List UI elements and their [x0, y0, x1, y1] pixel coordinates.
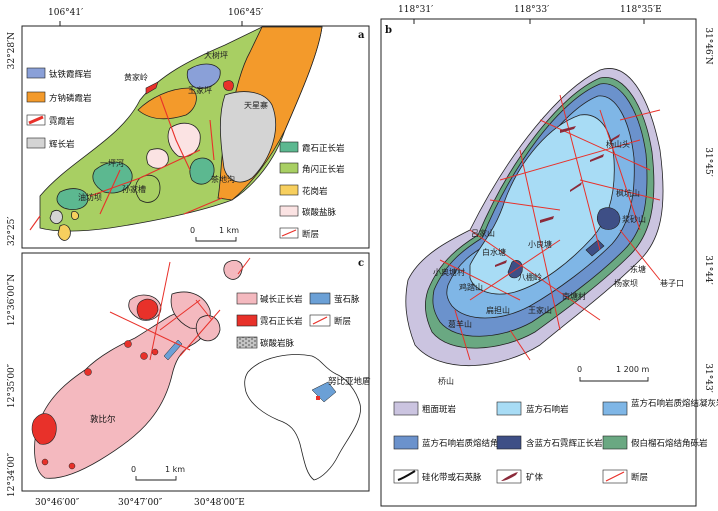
legend-b-1: 粗面斑岩: [422, 404, 457, 415]
place-qiaoshan: 桥山: [438, 376, 454, 386]
place-huangjialing: 黄家岭: [124, 72, 148, 82]
legend-a-4: 辉长岩: [49, 139, 75, 150]
legend-b-8: 矿体: [526, 472, 544, 483]
panel-a-lon-2: 106°45′: [228, 8, 263, 18]
legend-c-5: 碳酸岩脉: [260, 338, 295, 349]
panel-b-lat-1: 31°46′N: [703, 27, 713, 64]
panel-a-lat-2: 32°25′: [7, 217, 17, 246]
legend-b-2: 蓝方石响岩: [526, 404, 569, 415]
panel-c: 12°36′00″N 12°35′00″ 12°34′00″ 30°46′00″…: [7, 252, 371, 508]
panel-a-lon-1: 106°41′: [48, 8, 83, 18]
panel-b-lat-3: 31°44′: [703, 255, 713, 284]
legend-b-7: 硅化带或石英脉: [422, 472, 482, 483]
legend-a-9: 断层: [302, 229, 319, 240]
panel-a-legend-left: 钛铁霞辉岩 方钠磷霞岩 霓霞岩 辉长岩: [26, 67, 92, 150]
panel-a: 106°41′ 106°45′ 32°28′N 32°25′ a: [7, 8, 370, 249]
place-wangjiashan: 王家山: [528, 305, 552, 315]
scale-a-label: 1 km: [219, 226, 239, 235]
panel-b-lat-4: 31°43′: [703, 363, 713, 392]
panel-c-lon-3: 30°48′00″E: [194, 498, 245, 508]
panel-c-lat-2: 12°35′00″: [7, 363, 17, 408]
place-xiangzikou: 巷子口: [660, 279, 684, 288]
legend-b-3-text: 蓝方石响岩质熔结凝灰岩: [631, 398, 718, 409]
place-xiaoaotangcun: 小奥塘村: [433, 267, 465, 277]
legend-a-6: 角闪正长岩: [302, 164, 345, 175]
place-yipinghe: 一坪河: [100, 158, 124, 168]
legend-c-1: 碱长正长岩: [260, 294, 303, 305]
legend-c-3: 霓石正长岩: [260, 316, 303, 327]
place-dashuping: 大树坪: [204, 50, 228, 60]
place-lvjiashan: 吕家山: [471, 228, 495, 238]
place-dunbier: 敦比尔: [90, 414, 116, 425]
legend-b-9: 断层: [631, 472, 648, 483]
panel-c-scale-bar: 0 1 km: [131, 465, 185, 481]
legend-b-5: 含蓝方石霓辉正长岩: [526, 438, 603, 449]
scale-b-zero: 0: [577, 365, 582, 374]
legend-b-3: 蓝方石响岩质熔结凝灰岩: [631, 398, 718, 409]
panel-b-scale-bar: 0 1 200 m: [577, 365, 649, 382]
place-bapengling: 八棚岭: [518, 272, 542, 282]
legend-a-8: 碳酸盐脉: [302, 207, 337, 218]
panel-a-legend-right: 霞石正长岩 角闪正长岩 花岗岩 碳酸盐脉 断层: [279, 141, 345, 240]
place-youfangba: 油坊坝: [78, 192, 102, 202]
place-biandanshan: 扁担山: [486, 305, 510, 315]
place-chadigou: 茶地沟: [211, 174, 235, 184]
inset-nubian-shield: 努比亚地盾: [328, 376, 371, 387]
scale-c-label: 1 km: [165, 465, 185, 474]
place-sunjiacao: 孙家槽: [122, 184, 146, 194]
panel-b-lon-3: 118°35′E: [620, 5, 662, 15]
legend-a-3: 霓霞岩: [49, 116, 75, 127]
panel-b-lon-2: 118°33′: [514, 5, 549, 15]
panel-b-legend: 粗面斑岩 蓝方石响岩 蓝方石响岩质熔结凝灰岩 蓝方石响岩质熔结角砾岩 含蓝方石霓…: [393, 398, 718, 484]
panel-c-lat-3: 12°34′00″: [7, 452, 17, 497]
panel-c-lon-1: 30°46′00″: [35, 498, 80, 508]
panel-c-lat-1: 12°36′00″N: [7, 274, 17, 326]
place-geyangshan: 葛羊山: [448, 319, 472, 329]
panel-a-geology: [29, 26, 323, 241]
panel-b-place-labels: 杨山头 枫坑山 浆砂山 小良塘 吕家山 白水塘 小奥塘村 八棚岭 鸡踏山 东塘 …: [433, 139, 684, 386]
place-jiangshashan: 浆砂山: [622, 214, 646, 224]
legend-a-1: 钛铁霞辉岩: [49, 69, 92, 80]
legend-a-7: 花岗岩: [302, 186, 328, 197]
place-tianxingzhai: 天星寨: [244, 100, 268, 110]
place-baishuitang: 白水塘: [482, 247, 506, 257]
place-yangshantou: 杨山头: [606, 139, 630, 149]
panel-a-scale-bar: 0 1 km: [190, 226, 239, 242]
place-jitashan: 鸡踏山: [459, 282, 483, 292]
legend-b-6: 假白榴石熔结角砾岩: [631, 438, 708, 449]
panel-b-label: b: [385, 25, 392, 36]
scale-b-label: 1 200 m: [616, 365, 649, 374]
place-fengkengshan: 枫坑山: [616, 188, 640, 198]
legend-c-4: 断层: [334, 316, 351, 327]
place-nantangcun: 南塘村: [562, 291, 586, 301]
legend-a-5: 霞石正长岩: [302, 143, 345, 154]
place-xiaoliangtang: 小良塘: [528, 239, 552, 249]
place-wangjiaping: 王家坪: [188, 85, 212, 95]
legend-a-2: 方钠磷霞岩: [49, 93, 92, 104]
panel-c-lon-2: 30°47′00″: [118, 498, 163, 508]
scale-a-zero: 0: [190, 226, 195, 235]
legend-c-2: 萤石脉: [334, 294, 360, 305]
panel-c-label: c: [358, 258, 364, 269]
panel-a-label: a: [358, 30, 365, 41]
panel-b-lat-2: 31°45′: [703, 147, 713, 176]
panel-a-place-labels: 黄家岭 大树坪 王家坪 天星寨 一坪河 孙家槽 油坊坝 茶地沟: [78, 50, 268, 202]
panel-b-geology: [405, 68, 664, 367]
panel-b: 118°31′ 118°33′ 118°35′E 31°46′N 31°45′ …: [380, 5, 718, 507]
panel-c-geology: [31, 257, 251, 479]
scale-c-zero: 0: [131, 465, 136, 474]
panel-b-lon-1: 118°31′: [398, 5, 433, 15]
legend-b-4: 蓝方石响岩质熔结角砾岩: [422, 438, 516, 449]
place-dongtang: 东塘: [630, 264, 646, 274]
panel-c-legend: 碱长正长岩 萤石脉 霓石正长岩 断层 碳酸岩脉: [236, 292, 360, 349]
panel-a-lat-1: 32°28′N: [7, 32, 17, 69]
africa-inset: 努比亚地盾: [244, 354, 371, 481]
place-yangjiaba: 杨家坝: [614, 278, 638, 288]
